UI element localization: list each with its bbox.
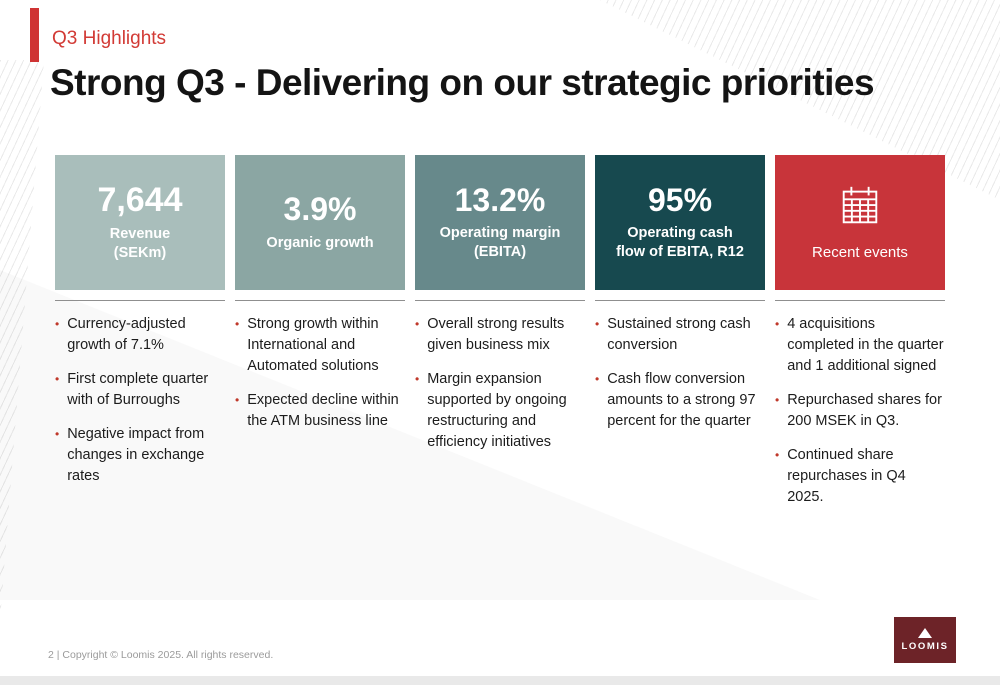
bullet-column-revenue: Currency-adjusted growth of 7.1% First c…: [55, 300, 225, 521]
slide-footer-copyright: 2 | Copyright © Loomis 2025. All rights …: [48, 649, 274, 661]
bullet-column-organic-growth: Strong growth within International and A…: [235, 300, 405, 521]
kpi-card-organic-growth: 3.9% Organic growth: [235, 155, 405, 290]
diagonal-hatch-pattern-left: [0, 60, 44, 620]
bullet-columns: Currency-adjusted growth of 7.1% First c…: [55, 300, 945, 521]
bullet-item: Expected decline within the ATM business…: [235, 390, 405, 432]
bullet-item: Sustained strong cash conversion: [595, 314, 765, 356]
bullet-item: Currency-adjusted growth of 7.1%: [55, 314, 225, 356]
red-accent-tab: [30, 8, 39, 62]
kpi-value: 95%: [647, 182, 713, 219]
loomis-triangle-icon: [918, 628, 932, 638]
bullet-item: Overall strong results given business mi…: [415, 314, 585, 356]
kpi-card-row: 7,644 Revenue (SEKm) 3.9% Organic growth…: [55, 155, 945, 290]
calendar-icon: [842, 186, 878, 223]
bullet-item: Cash flow conversion amounts to a strong…: [595, 369, 765, 432]
slide-eyebrow: Q3 Highlights: [52, 28, 167, 49]
bullet-item: Continued share repurchases in Q4 2025.: [775, 445, 945, 508]
bullet-item: 4 acquisitions completed in the quarter …: [775, 314, 945, 377]
bullet-item: Negative impact from changes in exchange…: [55, 424, 225, 487]
bullet-column-operating-margin: Overall strong results given business mi…: [415, 300, 585, 521]
loomis-logo-text: LOOMIS: [901, 641, 949, 652]
kpi-label: Organic growth: [266, 234, 374, 251]
kpi-card-operating-margin: 13.2% Operating margin (EBITA): [415, 155, 585, 290]
kpi-value: 3.9%: [283, 191, 357, 228]
bullet-item: First complete quarter with of Burroughs: [55, 369, 225, 411]
kpi-card-revenue: 7,644 Revenue (SEKm): [55, 155, 225, 290]
bullet-item: Repurchased shares for 200 MSEK in Q3.: [775, 390, 945, 432]
bullet-item: Margin expansion supported by ongoing re…: [415, 369, 585, 453]
kpi-label: Operating cash flow of EBITA, R12: [616, 225, 744, 261]
kpi-label: Operating margin (EBITA): [439, 225, 561, 261]
loomis-logo: LOOMIS: [894, 617, 956, 663]
bullet-column-recent-events: 4 acquisitions completed in the quarter …: [775, 300, 945, 521]
kpi-label: Recent events: [812, 243, 908, 261]
slide-title: Strong Q3 - Delivering on our strategic …: [50, 62, 875, 103]
kpi-card-operating-cash-flow: 95% Operating cash flow of EBITA, R12: [595, 155, 765, 290]
kpi-label: Revenue (SEKm): [109, 226, 171, 262]
kpi-value: 7,644: [97, 180, 183, 219]
bottom-edge-strip: [0, 676, 1000, 685]
bullet-column-cash-flow: Sustained strong cash conversion Cash fl…: [595, 300, 765, 521]
kpi-value: 13.2%: [454, 182, 546, 219]
bullet-item: Strong growth within International and A…: [235, 314, 405, 377]
kpi-card-recent-events: Recent events: [775, 155, 945, 290]
